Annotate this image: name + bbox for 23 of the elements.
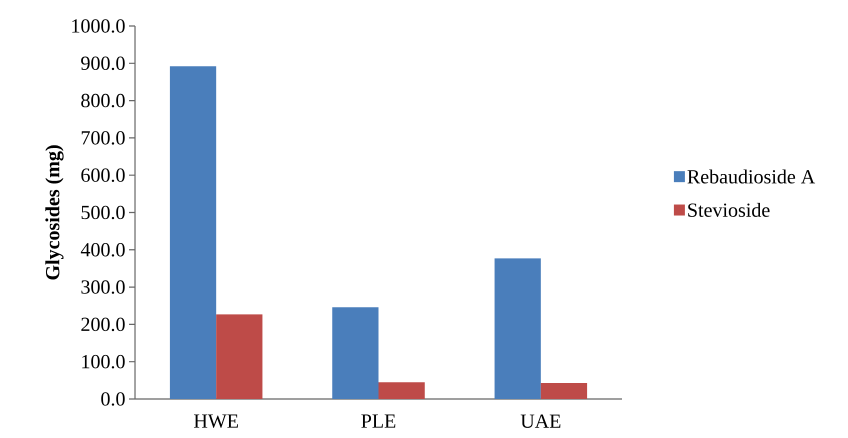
y-tick-label: 0.0 <box>101 392 125 406</box>
x-tick-label: HWE <box>194 414 238 428</box>
y-axis-title: Glycosides (mg) <box>45 145 64 280</box>
bar <box>216 314 262 399</box>
bar <box>170 66 216 399</box>
y-tick-label: 700.0 <box>82 131 125 145</box>
y-tick-label: 800.0 <box>81 94 125 108</box>
y-tick-label: 300.0 <box>81 280 125 294</box>
y-tick-label: 500.0 <box>82 206 125 220</box>
legend-label: Stevioside <box>688 202 770 217</box>
y-tick-label: 600.0 <box>81 168 125 182</box>
bar <box>332 307 378 399</box>
bar <box>378 382 425 399</box>
x-tick-label: UAE <box>520 414 560 428</box>
bar <box>494 258 541 399</box>
legend-label: Rebaudioside A <box>687 169 816 184</box>
bar <box>540 382 588 399</box>
y-tick-label: 1000.0 <box>72 19 125 33</box>
y-tick-label: 400.0 <box>80 242 125 257</box>
y-tick-label: 100.0 <box>82 354 125 368</box>
y-tick-label: 200.0 <box>81 318 125 332</box>
y-tick-label: 900.0 <box>81 56 125 70</box>
x-tick-label: PLE <box>361 414 396 428</box>
